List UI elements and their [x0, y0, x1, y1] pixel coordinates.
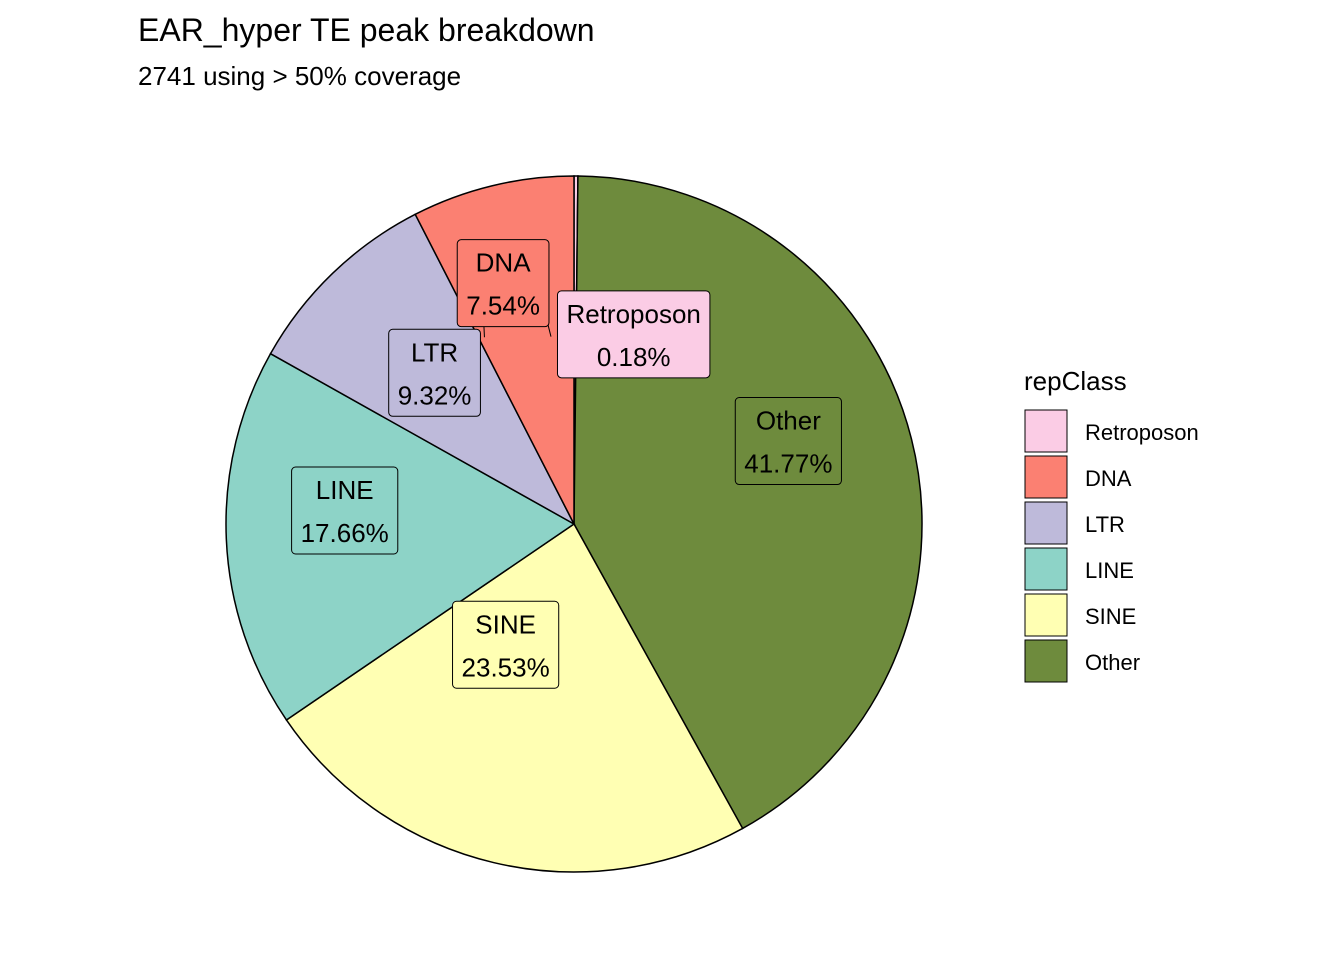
slice-label-name: Other [756, 406, 821, 436]
slice-label-box [556, 290, 711, 379]
legend-item-sine: SINE [1024, 593, 1136, 637]
legend-key [1024, 455, 1068, 499]
slice-label-ltr: LTR 9.32% [388, 328, 481, 417]
slice-label-box [452, 600, 560, 689]
slice-label-sine: SINE 23.53% [452, 600, 560, 689]
legend-label: Other [1085, 650, 1140, 675]
legend-label: Retroposon [1085, 420, 1199, 445]
legend-item-retroposon: Retroposon [1024, 409, 1199, 453]
slice-label-dna: DNA 7.54% [456, 239, 550, 328]
slice-label-name: SINE [475, 609, 536, 639]
legend-key [1024, 501, 1068, 545]
chart-title: EAR_hyper TE peak breakdown [138, 12, 595, 48]
slice-label-box [291, 466, 399, 555]
legend: repClass Retroposon DNA LTR LINE SINE Other [1024, 366, 1199, 683]
legend-key [1024, 639, 1068, 683]
legend-title: repClass [1024, 366, 1127, 396]
slice-label-percent: 0.18% [597, 342, 671, 372]
slice-label-retroposon: Retroposon 0.18% [556, 290, 711, 379]
slice-label-box [388, 328, 481, 417]
slice-label-percent: 41.77% [744, 449, 832, 479]
slice-label-percent: 17.66% [301, 518, 389, 548]
legend-key [1024, 409, 1068, 453]
slice-label-line: LINE 17.66% [291, 466, 399, 555]
slice-label-percent: 9.32% [398, 380, 472, 410]
slice-label-percent: 7.54% [466, 291, 540, 321]
legend-item-ltr: LTR [1024, 501, 1125, 545]
pie-slice-sine [285, 522, 744, 873]
legend-key [1024, 547, 1068, 591]
slice-label-name: LINE [316, 475, 374, 505]
slice-label-box [734, 397, 842, 486]
legend-label: LTR [1085, 512, 1125, 537]
legend-label: DNA [1085, 466, 1132, 491]
slice-labels: Retroposon 0.18% Other 41.77% SINE 23.53% LINE… [291, 239, 842, 689]
slice-label-name: Retroposon [566, 299, 700, 329]
legend-label: SINE [1085, 604, 1136, 629]
slice-label-other: Other 41.77% [734, 397, 842, 486]
slice-label-name: DNA [476, 248, 532, 278]
legend-key [1024, 593, 1068, 637]
legend-item-line: LINE [1024, 547, 1134, 591]
legend-item-other: Other [1024, 639, 1140, 683]
slice-label-box [456, 239, 550, 328]
legend-label: LINE [1085, 558, 1134, 583]
chart-subtitle: 2741 using > 50% coverage [138, 61, 461, 91]
legend-item-dna: DNA [1024, 455, 1132, 499]
slice-label-name: LTR [411, 337, 458, 367]
pie-slice-line [225, 352, 576, 722]
slice-label-percent: 23.53% [462, 652, 550, 682]
